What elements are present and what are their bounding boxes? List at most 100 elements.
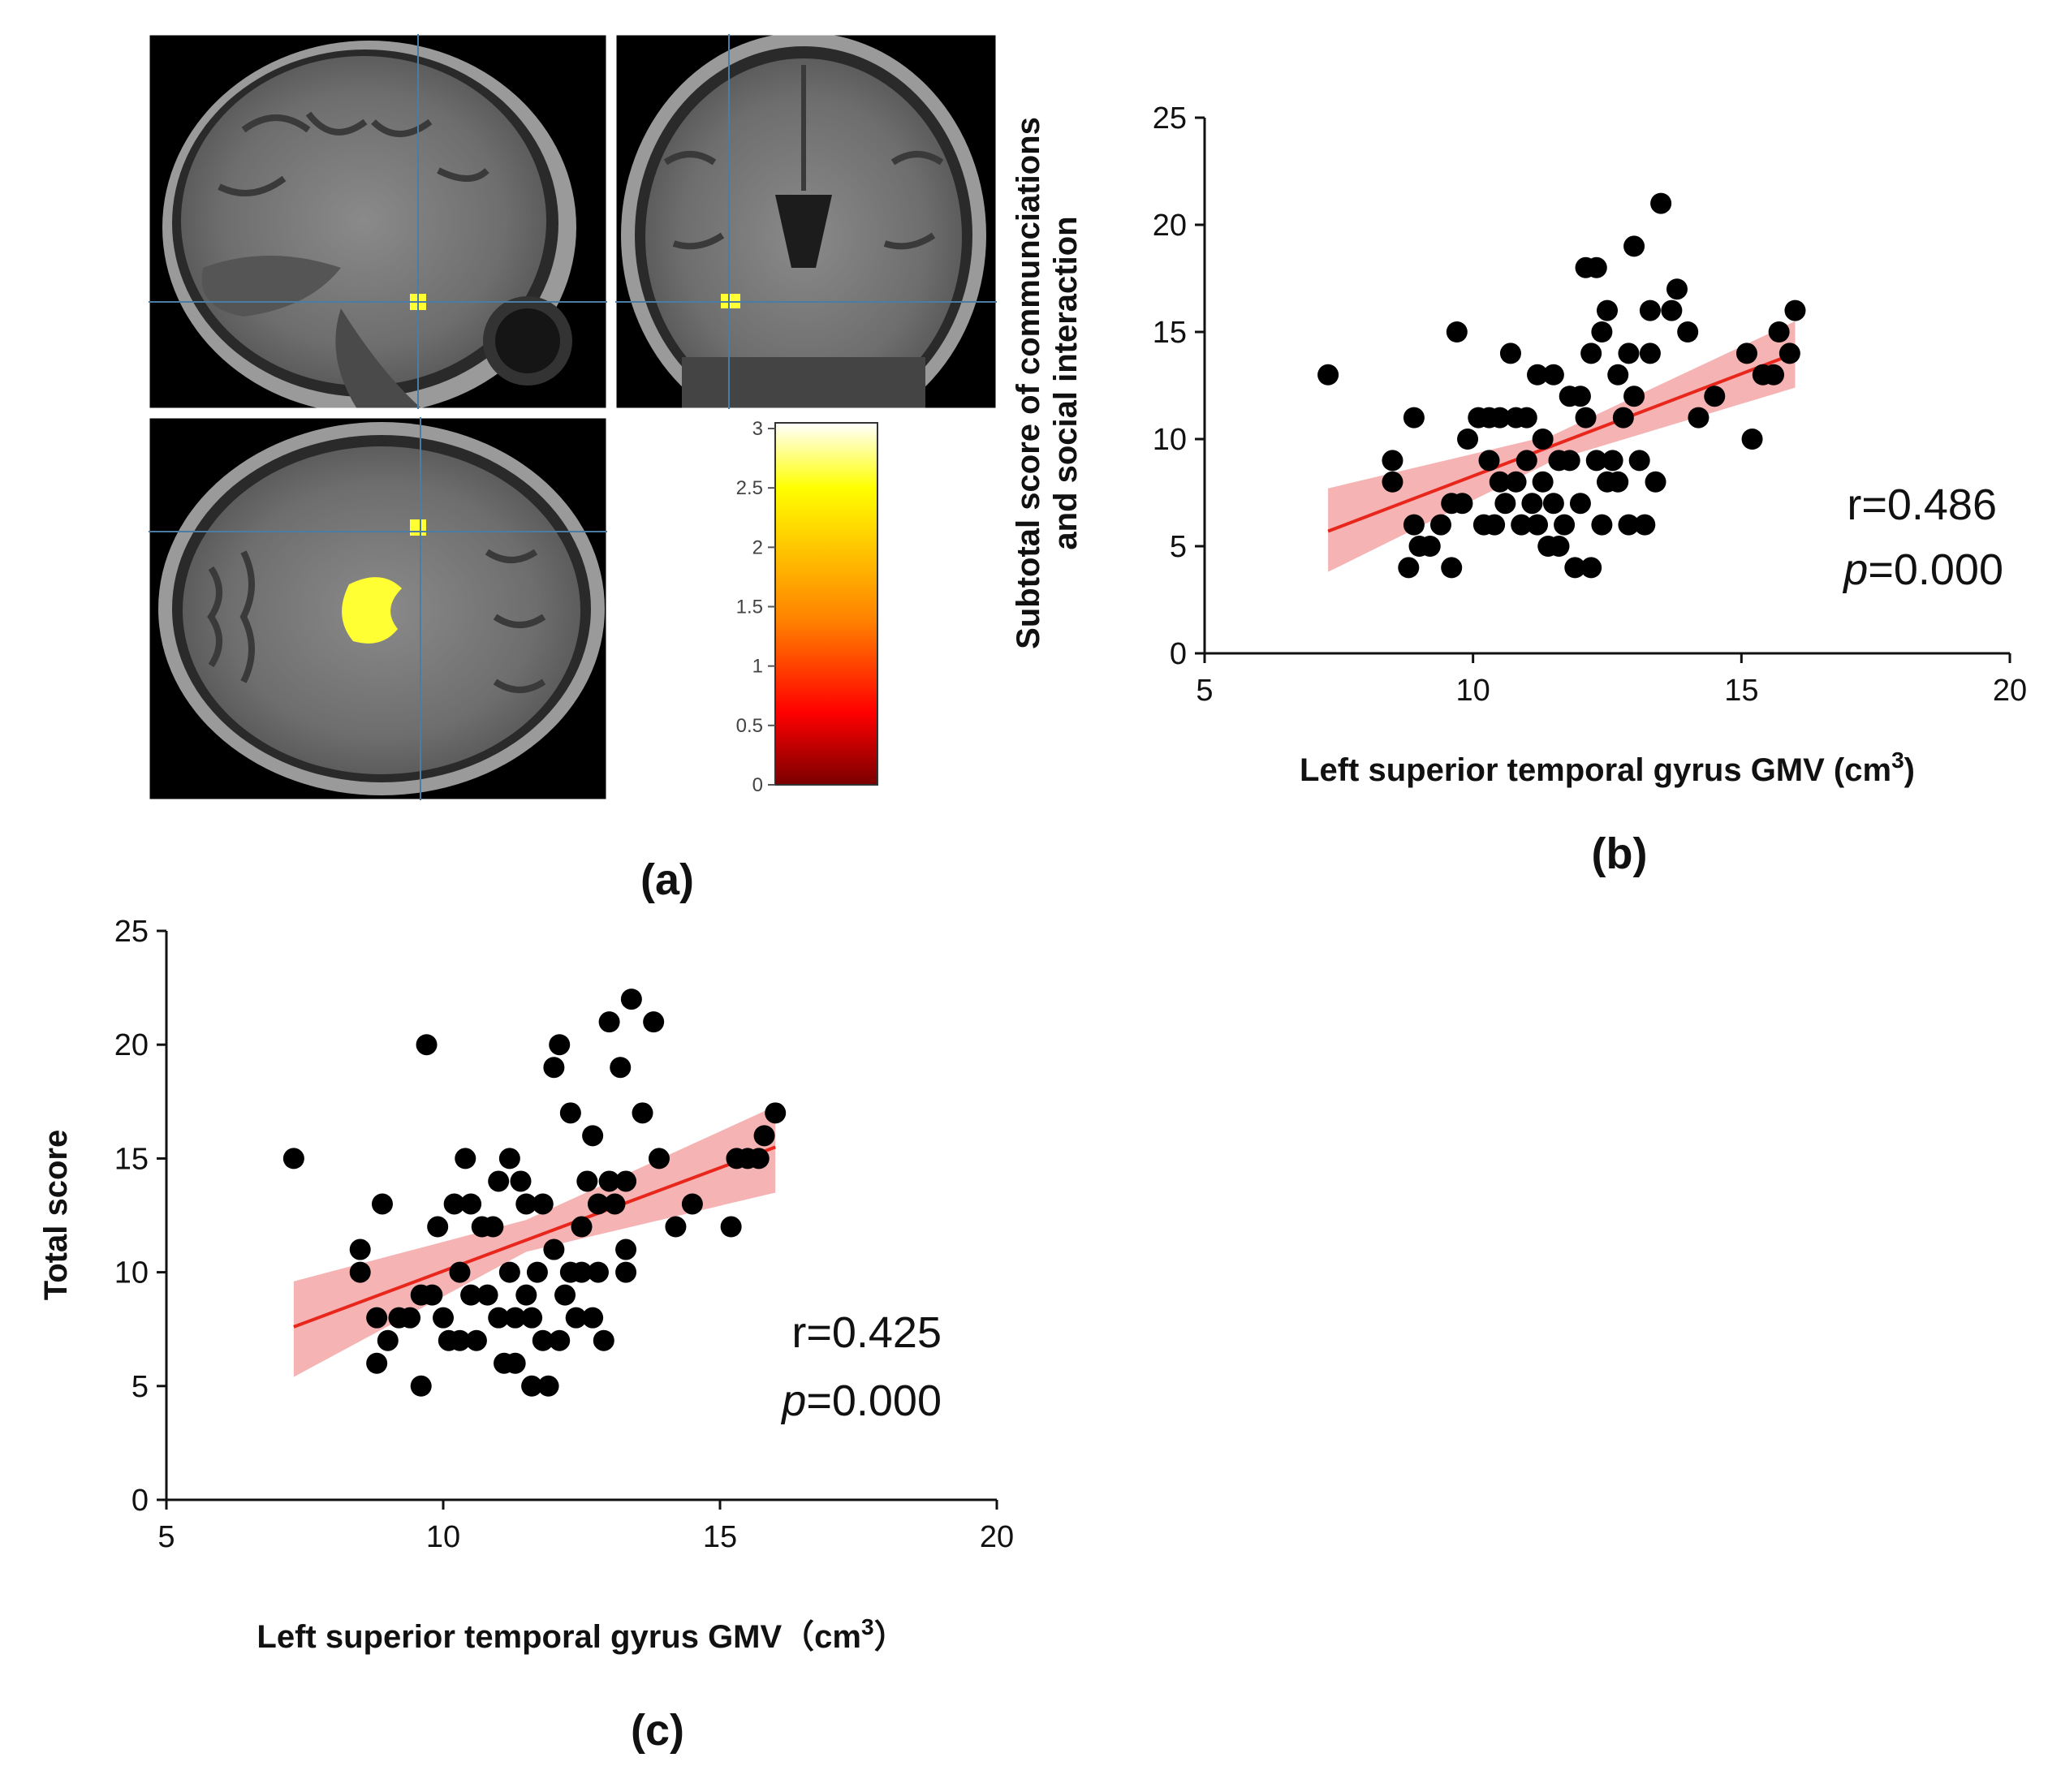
y-tick-label: 0 [132,1484,149,1518]
data-point [1564,557,1586,579]
y-axis-label: Total score [38,1130,74,1300]
y-tick-label: 25 [114,915,149,949]
data-point [532,1193,554,1215]
y-tick-label: 20 [114,1028,149,1062]
data-point [1639,342,1661,364]
data-point [1505,471,1527,493]
data-point [1768,321,1790,342]
data-point [1457,429,1479,450]
data-point [371,1193,393,1215]
data-point [1591,321,1613,342]
data-point [455,1148,476,1170]
x-tick-label: 5 [157,1520,175,1554]
data-point [1677,321,1699,342]
axial-slice [149,417,607,800]
data-point [1634,514,1656,536]
data-point [366,1352,388,1374]
data-point [1398,557,1420,579]
data-point [460,1284,482,1306]
data-point [543,1238,565,1260]
data-point [427,1216,449,1238]
colorbar: 3 2.5 2 1.5 1 0.5 0 [736,418,878,796]
data-point [1382,450,1403,472]
data-point [593,1329,614,1351]
colorbar-tick-label: 3 [752,418,763,440]
data-point [1548,536,1570,557]
data-point [449,1261,471,1283]
data-point [1645,471,1666,493]
y-axis-label: and social interaction [1048,216,1084,549]
data-point [1521,493,1543,515]
data-point [1382,471,1403,493]
data-point [1451,493,1473,515]
p-value: p=0.000 [1842,545,2003,594]
data-point [443,1193,465,1215]
x-tick-label: 15 [703,1520,737,1554]
sagittal-slice [149,34,607,409]
data-point [488,1170,510,1192]
data-point [1532,429,1554,450]
data-point [1580,557,1602,579]
data-point [565,1307,587,1329]
data-point [1704,386,1726,407]
data-point [488,1307,510,1329]
data-point [582,1125,604,1147]
data-point [1559,450,1580,472]
data-point [1527,514,1549,536]
data-point [366,1307,388,1329]
data-point [526,1261,548,1283]
data-point [1628,450,1650,472]
colorbar-tick-label: 0.5 [736,715,763,737]
data-point [1489,471,1511,493]
data-point [532,1329,554,1351]
data-point [1763,364,1785,386]
data-point [598,1011,620,1033]
data-point [1650,192,1672,214]
data-point [1494,493,1516,515]
data-point [515,1193,537,1215]
data-point [571,1261,593,1283]
data-point [632,1102,653,1124]
data-point [1429,514,1451,536]
data-point [1597,299,1618,321]
colorbar-tick-label: 2 [752,536,763,558]
data-point [1569,386,1591,407]
data-point [510,1170,532,1192]
data-point [1688,407,1710,429]
panel-a-label: (a) [640,855,694,904]
data-point [1585,256,1607,278]
data-point [1532,471,1554,493]
data-point [559,1102,581,1124]
y-tick-label: 0 [1170,637,1187,671]
data-point [665,1216,687,1238]
data-point [681,1193,703,1215]
x-tick-label: 15 [1724,674,1758,708]
regression-line [293,1145,776,1329]
data-point [1591,514,1613,536]
data-point [1623,235,1645,257]
data-point [498,1148,520,1170]
data-point [498,1261,520,1283]
data-point [515,1284,537,1306]
y-axis-label: Subtotal score of communciations [1011,117,1046,649]
colorbar-tick-label: 2.5 [736,477,763,499]
data-point [410,1375,432,1397]
x-tick-label: 20 [1993,674,2027,708]
data-point [521,1307,543,1329]
data-point [1554,514,1576,536]
data-point [1618,342,1640,364]
panel-a: 3 2.5 2 1.5 1 0.5 0 (a) [147,32,998,904]
y-tick-label: 10 [114,1256,149,1290]
data-point [433,1307,454,1329]
data-point [543,1057,565,1079]
data-point [615,1261,637,1283]
data-point [720,1216,742,1238]
data-point [416,1034,438,1056]
data-point [1419,536,1441,557]
r-value: r=0.486 [1847,480,1997,529]
panel-c-label: (c) [631,1706,684,1755]
data-point [1575,407,1597,429]
